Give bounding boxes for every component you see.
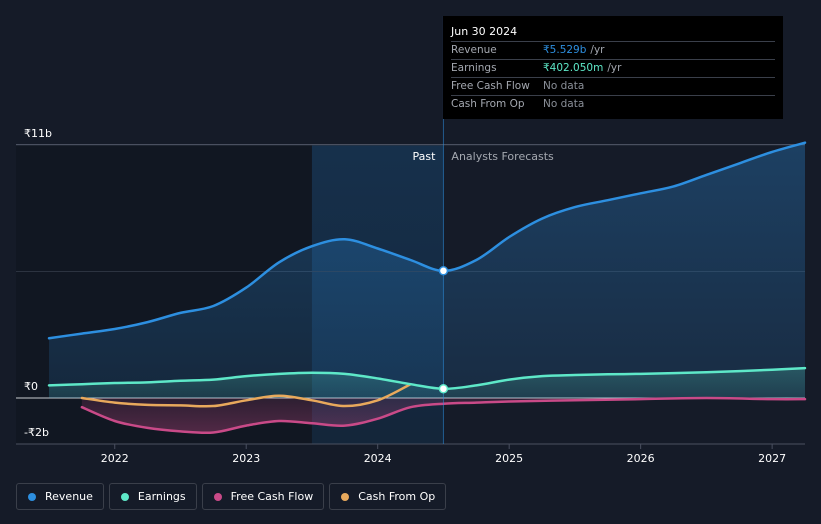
cash-from-op-dot-icon <box>341 492 350 501</box>
tooltip-unit: /yr <box>607 62 622 74</box>
revenue-marker <box>438 266 449 276</box>
tooltip-row-free-cash-flow: Free Cash Flow No data <box>451 77 775 95</box>
tooltip-label: Earnings <box>451 62 497 74</box>
revenue-line <box>47 141 807 340</box>
revenue-dot-icon <box>28 492 36 501</box>
earnings-dot-icon <box>120 492 129 501</box>
analysts-forecasts-label: Analysts Forecasts <box>451 150 554 163</box>
tooltip-date: Jun 30 2024 <box>451 25 518 38</box>
legend-label: Earnings <box>137 490 186 503</box>
earnings-line <box>47 366 807 391</box>
tooltip-row-revenue: Revenue ₹5.529b /yr <box>451 41 775 59</box>
tooltip-row-cash-from-op: Cash From Op No data <box>451 95 775 113</box>
tooltip-label: Cash From Op <box>451 98 525 110</box>
x-tick-label: 2022 <box>101 452 129 465</box>
past-label: Past <box>412 150 436 163</box>
revenue-area <box>49 142 805 398</box>
x-tick-label: 2023 <box>232 452 260 465</box>
earnings-marker <box>438 384 449 394</box>
tooltip-value: No data <box>543 98 585 110</box>
legend-item-free-cash-flow[interactable]: Free Cash Flow <box>201 483 325 510</box>
legend-label: Revenue <box>45 490 93 503</box>
tooltip-row-earnings: Earnings ₹402.050m /yr <box>451 59 775 77</box>
tooltip-label: Free Cash Flow <box>451 80 530 92</box>
earnings-area <box>49 368 805 398</box>
tooltip-value: ₹5.529b <box>543 44 587 56</box>
tooltip-unit: /yr <box>590 44 605 56</box>
y-tick-label: ₹0 <box>24 380 38 393</box>
x-tick-label: 2024 <box>364 452 392 465</box>
tooltip-label: Revenue <box>451 44 497 56</box>
legend-label: Free Cash Flow <box>230 490 314 503</box>
free-cash-flow-area <box>81 398 805 433</box>
free-cash-flow-dot-icon <box>213 492 222 501</box>
tooltip-value: ₹402.050m <box>543 62 604 74</box>
y-tick-label: ₹11b <box>24 127 52 140</box>
legend-item-earnings[interactable]: Earnings <box>108 483 197 510</box>
y-tick-label: -₹2b <box>24 426 49 439</box>
x-tick-label: 2026 <box>627 452 655 465</box>
legend-label: Cash From Op <box>358 490 436 503</box>
legend-item-revenue[interactable]: Revenue <box>16 483 104 510</box>
free-cash-flow-line <box>80 396 807 435</box>
tooltip-value: No data <box>543 80 585 92</box>
tooltip: Jun 30 2024 Revenue ₹5.529b /yr Earnings… <box>443 16 783 119</box>
x-tick-label: 2027 <box>758 452 786 465</box>
legend-item-cash-from-op[interactable]: Cash From Op <box>329 483 447 510</box>
x-tick-label: 2025 <box>495 452 523 465</box>
cash-from-op-line <box>80 382 412 408</box>
legend: Revenue Earnings Free Cash Flow Cash Fro… <box>16 483 447 510</box>
